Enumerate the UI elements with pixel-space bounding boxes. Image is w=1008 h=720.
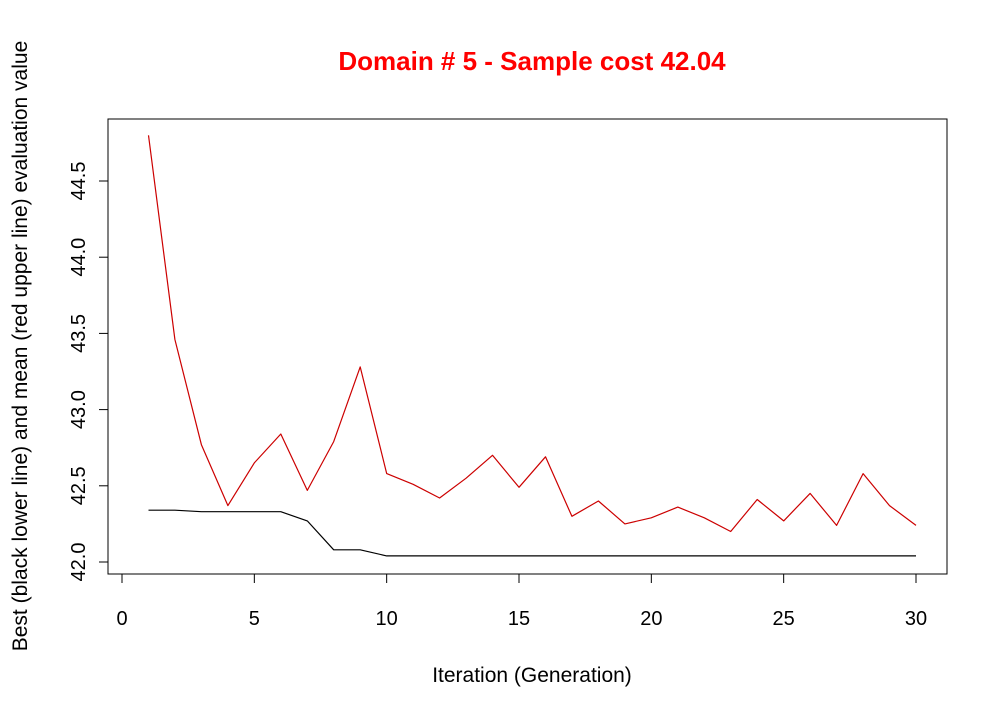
x-tick-label: 0 — [116, 608, 127, 630]
y-tick-label: 44.0 — [68, 238, 90, 277]
y-tick-label: 44.5 — [68, 162, 90, 201]
x-tick-label: 25 — [773, 608, 795, 630]
x-tick-label: 15 — [508, 608, 530, 630]
x-axis: 0 5 10 15 20 25 30 — [116, 573, 927, 630]
x-tick-label: 20 — [640, 608, 662, 630]
chart-title: Domain # 5 - Sample cost 42.04 — [338, 46, 726, 76]
y-tick-label: 43.5 — [68, 314, 90, 353]
plot-frame — [107, 118, 948, 575]
y-tick-label: 42.5 — [68, 466, 90, 505]
y-axis-label: Best (black lower line) and mean (red up… — [9, 41, 32, 652]
x-axis-label: Iteration (Generation) — [432, 664, 632, 687]
x-tick-label: 30 — [905, 608, 927, 630]
y-tick-label: 43.0 — [68, 390, 90, 429]
series-layer — [147, 135, 917, 557]
x-tick-label: 10 — [376, 608, 398, 630]
y-axis: 42.0 42.5 43.0 43.5 44.0 44.5 — [68, 162, 109, 582]
series-line-1 — [148, 509, 916, 557]
x-tick-label: 5 — [249, 608, 260, 630]
y-tick-label: 42.0 — [68, 543, 90, 582]
series-line-0 — [147, 135, 917, 533]
